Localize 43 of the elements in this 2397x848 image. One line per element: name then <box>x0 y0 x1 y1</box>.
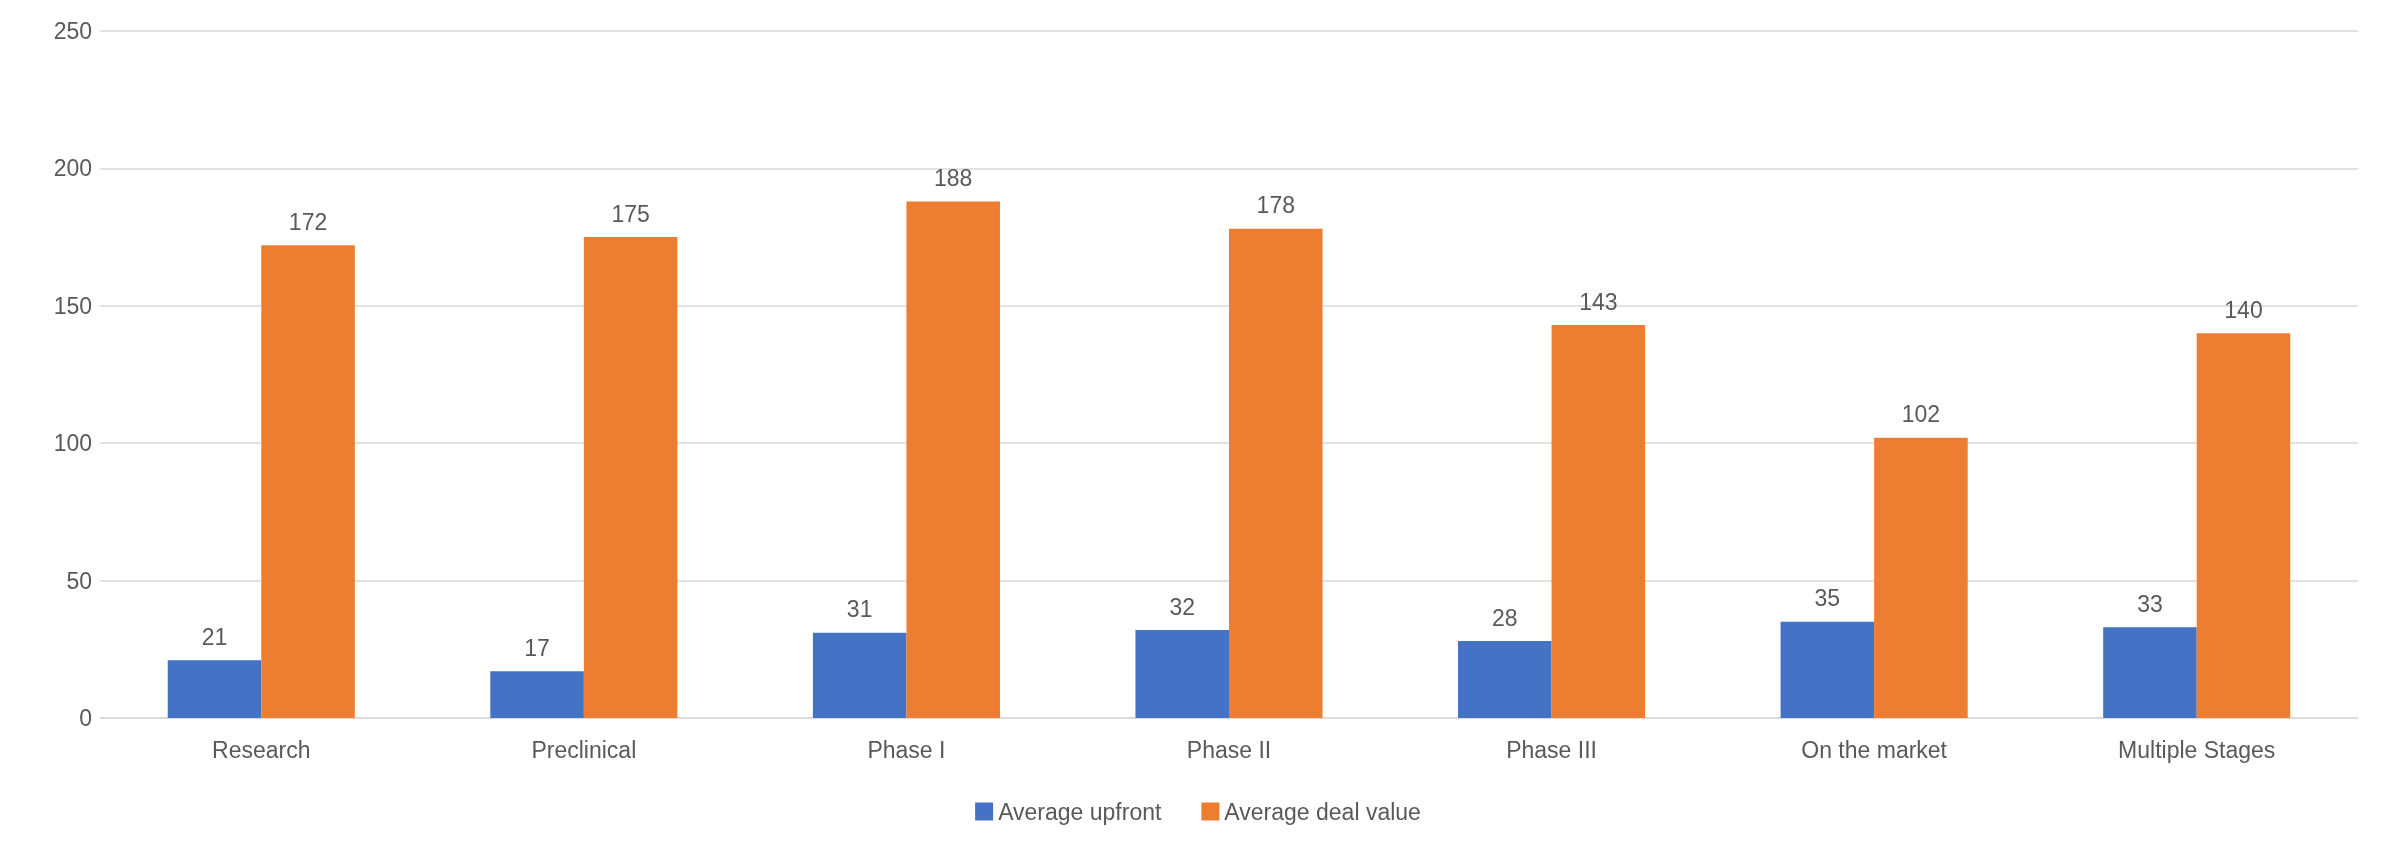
data-label: 31 <box>846 596 873 623</box>
y-tick-label: 100 <box>53 430 92 457</box>
bar <box>583 237 678 718</box>
bar <box>2196 333 2291 718</box>
x-tick-label: On the market <box>1801 736 1948 763</box>
data-label: 33 <box>2137 590 2163 617</box>
x-tick-label: Preclinical <box>531 736 637 763</box>
x-tick-label: Multiple Stages <box>2118 736 2276 763</box>
data-label: 35 <box>1814 585 1841 612</box>
data-label: 17 <box>524 634 550 661</box>
data-label: 28 <box>1492 604 1518 631</box>
data-label: 178 <box>1256 192 1295 219</box>
data-label: 188 <box>934 164 973 191</box>
bar <box>2103 627 2197 718</box>
bar <box>261 245 355 718</box>
x-tick-label: Phase II <box>1186 736 1272 763</box>
bar <box>1458 641 1552 718</box>
data-label: 102 <box>1901 401 1941 428</box>
data-label: 21 <box>201 623 228 650</box>
x-tick-label: Phase III <box>1506 736 1597 763</box>
legend-label: Average upfront <box>998 798 1162 825</box>
bar <box>1135 630 1229 718</box>
bar <box>812 632 907 718</box>
y-tick-label: 200 <box>53 155 92 182</box>
bar <box>167 660 262 718</box>
data-label: 143 <box>1579 288 1618 315</box>
data-label: 32 <box>1169 593 1196 620</box>
bar <box>1229 228 1323 718</box>
bar <box>1551 325 1646 718</box>
x-tick-label: Phase I <box>867 736 946 763</box>
bar <box>490 671 584 718</box>
y-tick-label: 50 <box>66 567 92 594</box>
bar <box>906 201 1000 718</box>
x-tick-label: Research <box>212 736 311 763</box>
data-label: 140 <box>2224 296 2263 323</box>
data-label: 172 <box>288 208 328 235</box>
y-tick-label: 150 <box>53 292 92 319</box>
legend-label: Average deal value <box>1224 798 1421 825</box>
bar <box>1874 437 1968 718</box>
bar <box>1780 621 1875 718</box>
y-tick-label: 250 <box>53 18 92 44</box>
y-tick-label: 0 <box>79 705 92 731</box>
data-label: 175 <box>611 200 650 227</box>
